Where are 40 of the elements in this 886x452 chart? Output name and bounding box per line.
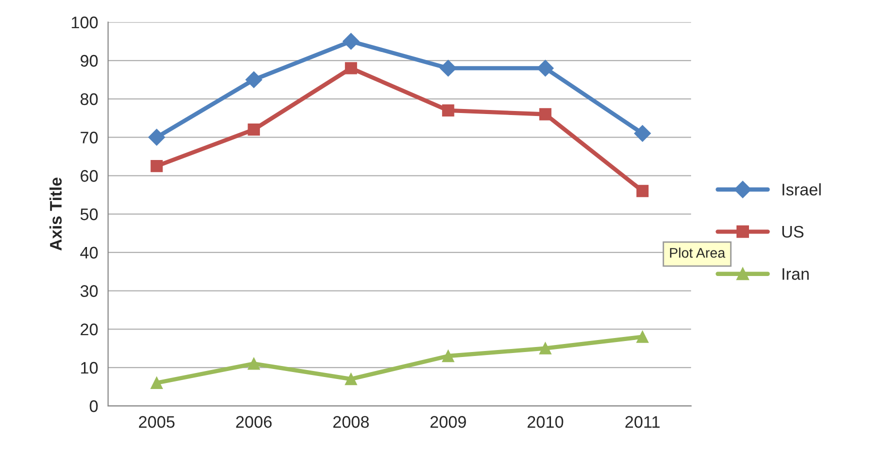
y-tick-label: 50 (80, 208, 98, 220)
y-tick-label: 80 (80, 93, 98, 106)
y-tick-label: 70 (80, 132, 98, 144)
y-tick-label: 10 (81, 362, 98, 374)
x-tick-label: 2005 (138, 416, 175, 428)
point (636, 330, 649, 343)
x-tick-label: 2008 (333, 416, 369, 428)
point (245, 71, 262, 88)
y-tick-label: 0 (90, 400, 98, 412)
point (539, 342, 552, 354)
point (342, 32, 360, 50)
point (442, 350, 454, 362)
y-tick-label: 60 (80, 170, 98, 182)
annotation: Plot Area (670, 248, 726, 258)
point (442, 104, 454, 116)
point (636, 184, 649, 198)
y-tick-label: 100 (72, 16, 98, 28)
y-tick-label: 90 (80, 54, 98, 67)
point (344, 62, 358, 74)
point (634, 125, 651, 142)
y-tick-label: 20 (80, 324, 98, 336)
point (248, 124, 260, 136)
x-tick-label: 2006 (236, 416, 272, 428)
x-tick-label: 2011 (625, 416, 660, 428)
point (248, 358, 260, 370)
x-tick-label: 2010 (528, 416, 564, 428)
point (344, 372, 358, 386)
legend-label: US (782, 226, 804, 238)
point (150, 160, 163, 172)
point (148, 128, 166, 146)
point (150, 376, 163, 389)
y-tick-label: 30 (80, 285, 98, 297)
point (539, 108, 552, 120)
legend-label: Iran (782, 268, 809, 280)
y-axis-title: Axis Title (49, 178, 62, 251)
x-tick-label: 2009 (430, 416, 466, 428)
y-tick-label: 40 (80, 246, 98, 259)
point (440, 60, 457, 77)
legend-label: Israel (782, 183, 821, 196)
point (536, 60, 554, 77)
